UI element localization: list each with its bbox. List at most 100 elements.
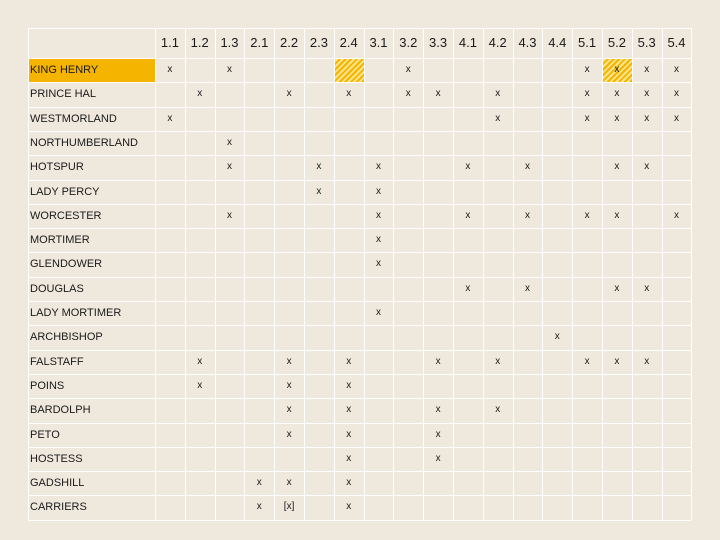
appearance-mark: x [197,88,203,100]
appearance-mark: x [614,161,620,173]
appearance-mark: x [226,161,232,173]
grid-line [28,203,692,205]
grid-line [661,28,663,520]
row-label: GADSHILL [30,477,85,490]
appearance-mark: x [286,477,292,489]
grid-line [512,28,514,520]
appearance-mark: x [435,88,441,100]
appearance-mark: x [584,209,590,221]
appearance-mark: x [226,64,232,75]
appearance-mark: x [644,161,650,173]
appearance-mark: x [614,88,620,100]
grid-line [691,28,693,520]
grid-line [214,28,216,520]
row-label: HOSTESS [30,452,83,465]
column-header: 2.2 [280,35,299,50]
grid-line [28,130,692,132]
grid-line [28,325,692,327]
appearance-mark: x [614,209,620,221]
row-label: KING HENRY [30,64,99,76]
row-label: WORCESTER [30,209,102,222]
appearance-mark: x [614,355,620,367]
appearance-mark: x [346,428,352,440]
row-label: DOUGLAS [30,282,84,295]
row-label: ARCHBISHOP [30,331,103,344]
column-header: 5.3 [637,35,656,50]
appearance-mark: x [375,161,381,173]
grid-line [155,28,156,520]
appearance-mark: x [644,112,650,124]
appearance-mark: x [495,88,501,100]
grid-line [363,28,365,520]
grid-line [184,28,186,520]
grid-line [28,252,692,254]
grid-line [28,301,692,302]
appearance-mark: x [167,112,173,124]
column-header: 2.3 [309,35,328,50]
appearance-mark: x [375,258,381,270]
column-header: 4.4 [548,35,567,50]
grid-line [28,28,692,29]
row-label: BARDOLPH [30,404,91,417]
appearance-mark: x [286,428,292,440]
appearance-mark: x [435,428,441,440]
appearance-mark: x [435,355,441,367]
appearance-mark: x [584,64,590,75]
appearance-mark: x [673,112,679,124]
appearance-mark: x [435,404,441,416]
appearance-mark: x [584,355,590,367]
hatched-cell [602,58,632,83]
column-header: 4.1 [458,35,477,50]
grid-line [28,28,29,520]
appearance-mark: x [256,477,262,489]
grid-line [28,228,692,230]
grid-line [28,276,692,278]
grid-line [28,155,692,157]
appearance-mark: x [524,282,530,294]
appearance-mark: x [375,307,381,318]
row-label: POINS [30,379,65,392]
appearance-mark: x [644,355,650,367]
grid-line [274,28,276,520]
grid-line [28,58,692,59]
appearance-mark: x [614,112,620,124]
appearance-mark: x [286,355,292,367]
column-header: 2.4 [339,35,358,50]
row-label: HOTSPUR [30,161,84,174]
column-header: 3.1 [369,35,388,50]
grid-line [304,28,305,520]
grid-line [28,422,692,424]
row-label: CARRIERS [30,501,87,514]
appearance-mark: x [375,234,381,246]
appearance-mark: x [465,209,471,221]
grid-line [28,82,692,84]
column-header: 5.1 [578,35,597,50]
appearance-mark: x [584,88,590,100]
column-header: 5.4 [667,35,686,50]
row-label: FALSTAFF [30,355,84,368]
column-header: 4.2 [488,35,507,50]
appearance-mark: x [495,112,501,124]
row-label: NORTHUMBERLAND [30,136,138,149]
grid-line [28,179,692,181]
appearance-mark: x [614,282,620,294]
appearance-mark: x [226,136,232,148]
row-label: MORTIMER [30,234,90,247]
appearance-mark: x [167,64,173,75]
scene-character-table: 1.1 1.2 1.3 2.1 2.2 2.3 2.4 3.1 3.2 3.3 4.1 4.2 4.3 4… [28,28,693,521]
appearance-mark: x [495,404,501,416]
grid-line [28,495,692,497]
appearance-mark: x [346,355,352,367]
grid-line [572,28,574,520]
appearance-mark: x [286,88,292,100]
grid-line [28,349,692,351]
appearance-mark: x [644,64,650,75]
grid-line [28,519,692,521]
column-header: 1.2 [190,35,209,50]
grid-line [453,28,454,520]
appearance-mark: x [346,477,352,489]
grid-line [28,106,692,108]
appearance-mark: x [197,379,203,391]
column-header: 5.2 [607,35,626,50]
grid-line [244,28,246,520]
